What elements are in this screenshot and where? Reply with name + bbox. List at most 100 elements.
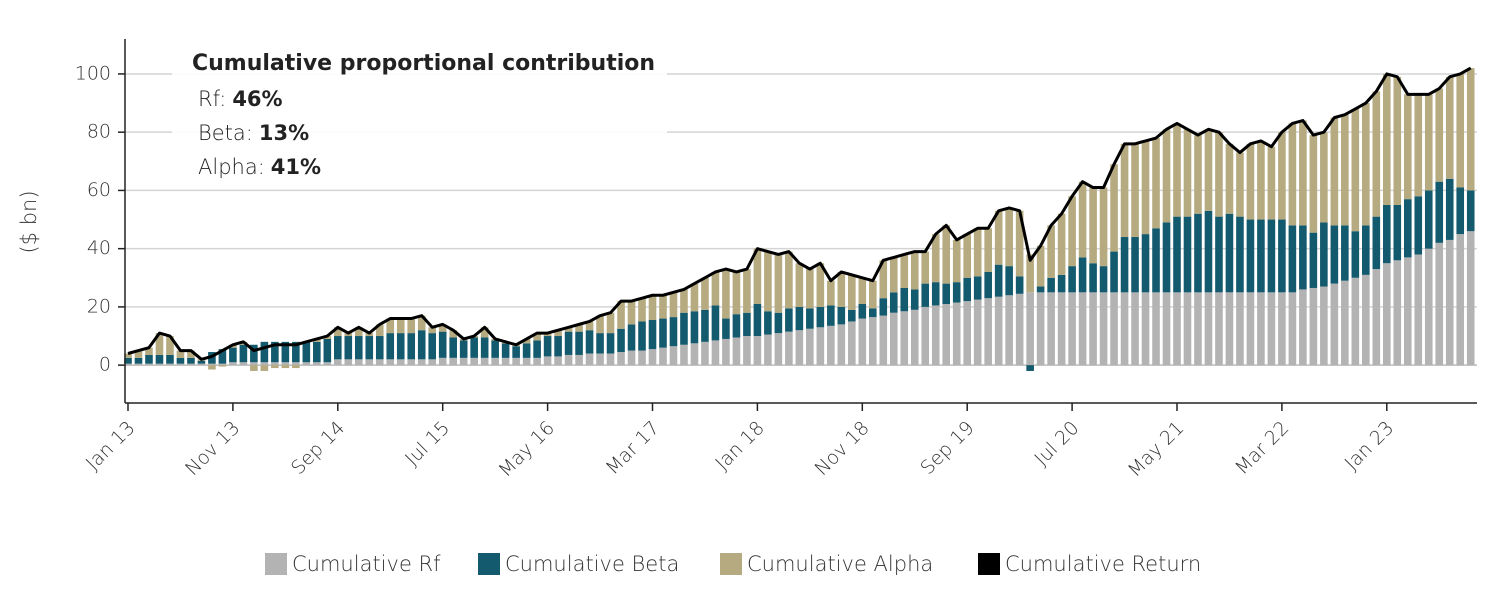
bar: [145, 347, 153, 355]
bar: [617, 301, 625, 329]
bar: [1225, 292, 1234, 366]
annotation-item: Rf: 46%: [198, 87, 283, 111]
bar: [1078, 292, 1087, 366]
bar: [543, 336, 552, 357]
bar: [837, 306, 846, 325]
bar: [334, 336, 342, 360]
bar: [1351, 231, 1360, 278]
bar: [638, 298, 646, 322]
bar: [554, 356, 562, 366]
bar: [973, 299, 982, 366]
bar: [396, 333, 405, 360]
bar: [1026, 365, 1034, 371]
bar: [889, 257, 898, 293]
bar: [197, 363, 206, 366]
bar: [711, 340, 720, 366]
bar: [396, 318, 405, 334]
bar: [795, 263, 804, 307]
bar: [323, 338, 332, 363]
bar: [1141, 292, 1150, 366]
bar: [816, 327, 825, 366]
bar: [564, 331, 573, 355]
bar: [617, 352, 625, 366]
annotation-item: Alpha: 41%: [198, 155, 321, 179]
bar: [1466, 190, 1475, 232]
bar: [806, 328, 814, 366]
bar: [501, 343, 510, 358]
bar: [1215, 292, 1223, 366]
bar: [1456, 234, 1465, 366]
x-tick-label: Jan 13: [82, 417, 140, 475]
bar: [187, 350, 195, 358]
bar: [1435, 242, 1444, 366]
y-tick-label: 40: [87, 237, 111, 259]
bar: [785, 331, 793, 366]
bar: [680, 312, 688, 345]
bar: [271, 362, 279, 366]
bar: [334, 327, 342, 337]
legend-swatch: [720, 553, 742, 575]
bar: [281, 365, 290, 369]
bar: [1078, 181, 1087, 258]
bar: [1299, 120, 1307, 226]
bar: [1257, 140, 1265, 220]
x-tick-label: Jan 18: [711, 417, 769, 475]
bar: [931, 282, 940, 306]
bar: [218, 365, 227, 367]
bar: [701, 309, 709, 342]
bar: [921, 251, 930, 284]
bar: [155, 363, 164, 366]
bar: [1383, 73, 1391, 205]
bar: [858, 277, 867, 304]
bar: [1267, 146, 1276, 220]
annotation-box: [172, 44, 667, 186]
bar: [1445, 178, 1454, 240]
bar: [1204, 292, 1213, 366]
bar: [753, 248, 762, 304]
bar: [313, 362, 321, 366]
bar: [984, 298, 992, 366]
bar: [690, 283, 699, 312]
bar: [459, 340, 468, 358]
bar: [816, 263, 825, 307]
bar: [868, 317, 877, 366]
bar: [176, 363, 185, 366]
bar: [879, 260, 888, 299]
bar: [1068, 196, 1076, 267]
x-tick-label: Sep 14: [287, 417, 349, 479]
bar: [134, 357, 143, 364]
bar: [417, 330, 426, 360]
bar: [1435, 181, 1444, 243]
y-tick-label: 20: [87, 295, 111, 317]
bar: [743, 336, 751, 366]
bar: [1288, 225, 1297, 293]
bar: [1267, 219, 1276, 293]
bar: [354, 336, 363, 360]
bar: [973, 228, 982, 277]
bar: [554, 330, 562, 337]
bar: [134, 363, 143, 366]
bar: [522, 343, 531, 358]
bar: [732, 314, 741, 338]
bar: [1099, 266, 1108, 293]
bar: [1299, 289, 1307, 366]
bar: [438, 331, 447, 358]
bar: [1047, 225, 1055, 278]
bar: [596, 333, 604, 354]
bar: [1362, 225, 1370, 275]
bar: [795, 306, 804, 331]
bar: [1183, 216, 1192, 293]
bar: [1351, 277, 1360, 366]
bar: [564, 327, 573, 332]
bar: [931, 305, 940, 366]
bar: [1099, 292, 1108, 366]
bar: [868, 308, 877, 318]
bar: [942, 283, 951, 304]
bar: [1173, 123, 1181, 217]
bar: [1089, 263, 1097, 293]
bar: [627, 350, 636, 366]
y-tick-label: 60: [87, 179, 111, 201]
legend-label: Cumulative Rf: [292, 552, 441, 576]
bar: [1015, 276, 1024, 294]
bar: [1204, 129, 1213, 211]
